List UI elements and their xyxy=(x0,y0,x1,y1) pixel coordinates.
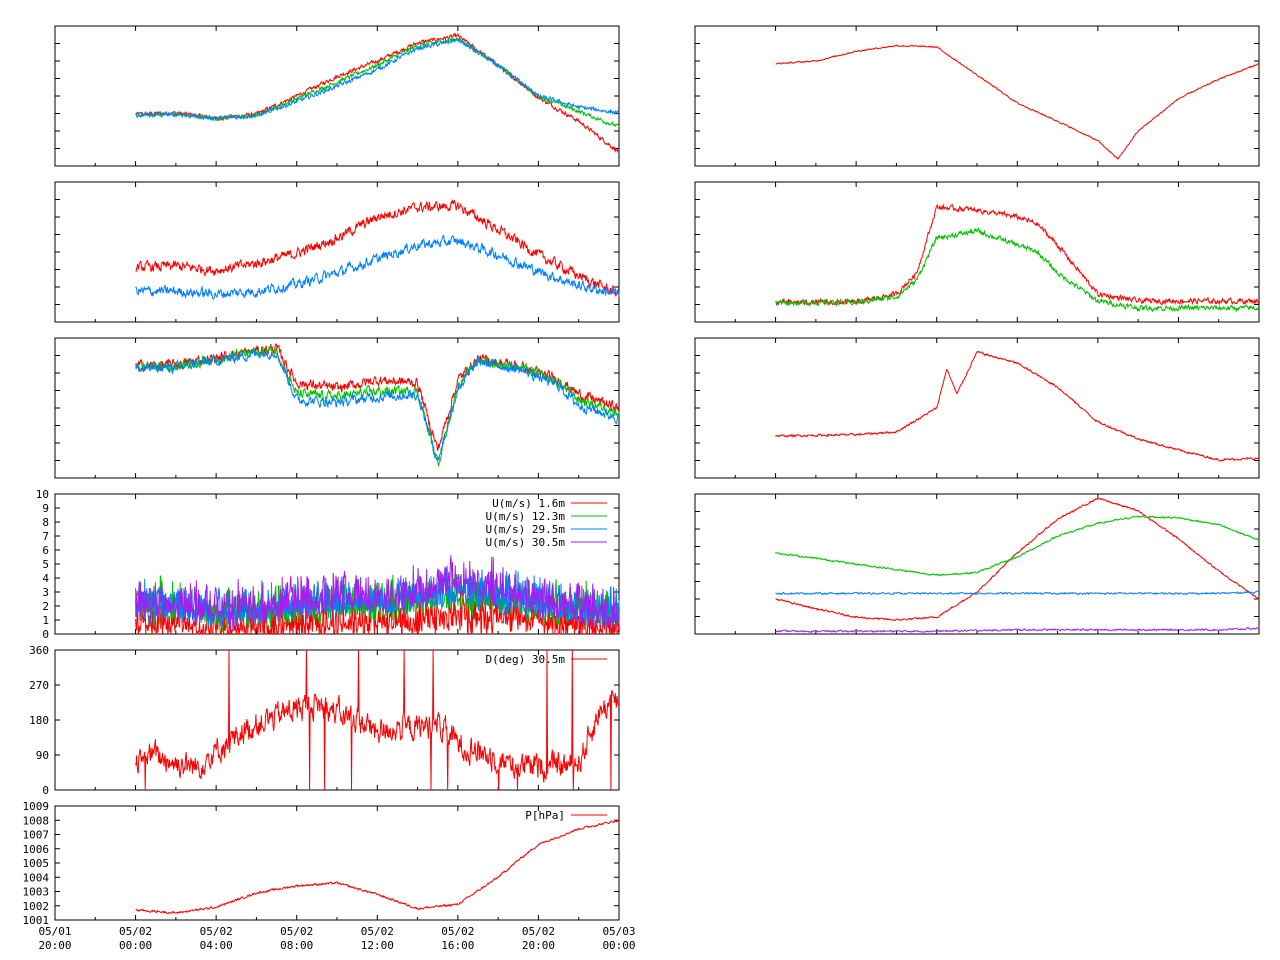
x-tick-label: 05/01 xyxy=(38,925,71,938)
series-line-right-4-blue xyxy=(775,590,1260,596)
panel-right-1 xyxy=(694,25,1260,167)
series-line-u-m-s-30-5m xyxy=(135,555,620,631)
plot-frame xyxy=(694,493,1260,635)
y-tick-label: 6 xyxy=(42,544,49,557)
y-tick-label: 3 xyxy=(42,586,49,599)
series-line-right-2-green xyxy=(775,227,1260,313)
y-tick-label: 2 xyxy=(42,600,49,613)
y-tick-label: 0 xyxy=(42,628,49,641)
plot-frame xyxy=(694,337,1260,479)
y-tick-label: 1004 xyxy=(23,871,50,884)
legend-label: U(m/s) 29.5m xyxy=(486,523,566,536)
y-tick-label: 1008 xyxy=(23,814,50,827)
y-tick-label: 1 xyxy=(42,614,49,627)
plot-frame xyxy=(54,337,620,479)
series-line-left-1-green xyxy=(135,36,620,128)
x-tick-label: 05/02 xyxy=(522,925,555,938)
panel-left-1 xyxy=(54,25,620,167)
series-line-p-hpa- xyxy=(135,819,620,915)
y-tick-label: 360 xyxy=(29,644,49,657)
x-tick-label: 00:00 xyxy=(602,939,635,952)
legend-label: P[hPa] xyxy=(525,809,565,822)
y-tick-label: 8 xyxy=(42,516,49,529)
plot-frame xyxy=(694,25,1260,167)
y-tick-label: 9 xyxy=(42,502,49,515)
series-line-left-2-red xyxy=(135,198,620,297)
x-tick-label: 05/03 xyxy=(602,925,635,938)
x-tick-label: 05/02 xyxy=(200,925,233,938)
legend-label: U(m/s) 1.6m xyxy=(492,497,565,510)
x-tick-label: 05/02 xyxy=(119,925,152,938)
y-tick-label: 1007 xyxy=(23,829,50,842)
y-tick-label: 7 xyxy=(42,530,49,543)
y-tick-label: 1001 xyxy=(23,914,50,927)
y-tick-label: 1002 xyxy=(23,900,50,913)
panel-left-2 xyxy=(54,181,620,323)
series-line-left-3-blue xyxy=(135,348,620,461)
x-tick-label: 05/02 xyxy=(280,925,313,938)
panel-left-3 xyxy=(54,337,620,479)
series-line-right-3-red xyxy=(775,350,1260,462)
x-tick-label: 04:00 xyxy=(200,939,233,952)
y-tick-label: 90 xyxy=(36,749,49,762)
y-tick-label: 5 xyxy=(42,558,49,571)
y-tick-label: 1003 xyxy=(23,886,50,899)
x-tick-label: 05/02 xyxy=(441,925,474,938)
y-tick-label: 180 xyxy=(29,714,49,727)
y-tick-label: 4 xyxy=(42,572,49,585)
series-line-right-4-red xyxy=(775,497,1260,622)
series-line-left-1-blue xyxy=(135,37,620,122)
y-tick-label: 10 xyxy=(36,488,49,501)
legend-label: U(m/s) 12.3m xyxy=(486,510,566,523)
series-line-u-m-s-1-6m xyxy=(135,582,620,636)
series-line-right-2-red xyxy=(775,203,1260,307)
panel-left-5: 0 90 180 270 360 D(deg) 30.5m xyxy=(29,644,620,797)
x-tick-label: 12:00 xyxy=(361,939,394,952)
x-tick-label: 08:00 xyxy=(280,939,313,952)
y-tick-label: 1006 xyxy=(23,843,50,856)
legend-label: D(deg) 30.5m xyxy=(486,653,566,666)
x-tick-label: 20:00 xyxy=(38,939,71,952)
panel-right-2 xyxy=(694,181,1260,323)
x-tick-label: 16:00 xyxy=(441,939,474,952)
legend-label: U(m/s) 30.5m xyxy=(486,536,566,549)
x-tick-label: 00:00 xyxy=(119,939,152,952)
series-line-left-2-blue xyxy=(135,234,620,300)
y-tick-label: 1009 xyxy=(23,800,50,813)
x-tick-label: 05/02 xyxy=(361,925,394,938)
plot-frame xyxy=(54,649,620,791)
series-line-right-4-green xyxy=(775,515,1260,577)
series-line-d-deg-30-5m xyxy=(135,649,620,791)
plot-frame xyxy=(54,805,620,921)
series-line-left-1-red xyxy=(135,32,620,154)
y-tick-label: 1005 xyxy=(23,857,50,870)
series-line-right-1-red xyxy=(775,44,1260,160)
panel-right-4 xyxy=(694,493,1260,635)
y-tick-label: 270 xyxy=(29,679,49,692)
y-tick-label: 0 xyxy=(42,784,49,797)
x-tick-label: 20:00 xyxy=(522,939,555,952)
series-line-right-4-purple xyxy=(775,627,1260,634)
panel-right-3 xyxy=(694,337,1260,479)
